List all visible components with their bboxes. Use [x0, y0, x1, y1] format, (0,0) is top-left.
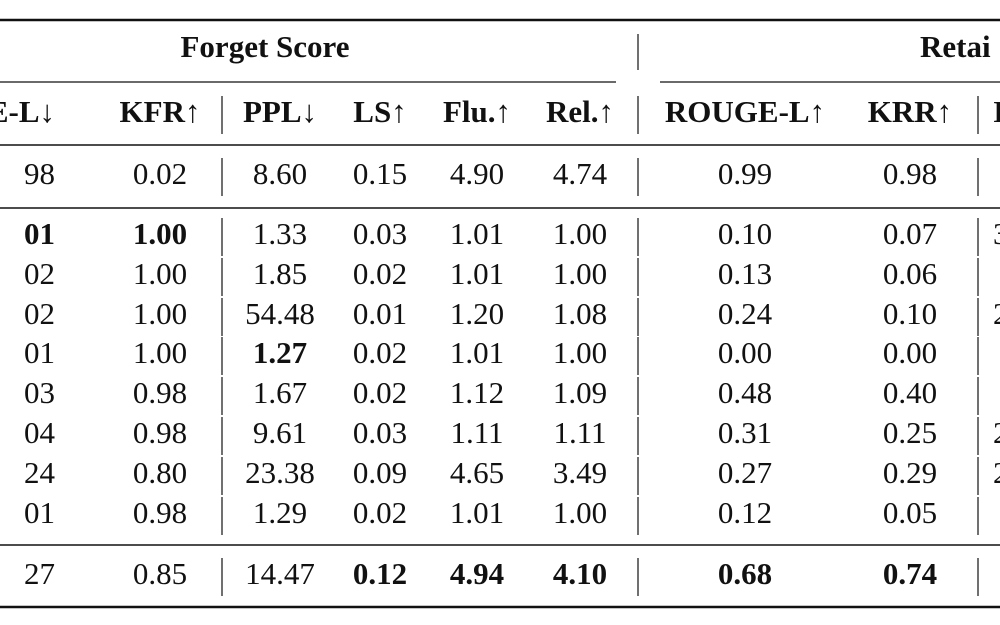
- cell: 0.02: [353, 335, 407, 370]
- cell: 0.98: [133, 495, 187, 530]
- cell: 03: [24, 375, 55, 410]
- cell: 0.24: [718, 296, 773, 331]
- cell: 0.00: [718, 335, 772, 370]
- cell: 0.12: [353, 556, 407, 591]
- cell: 1.08: [553, 296, 607, 331]
- cell: 9.61: [253, 415, 307, 450]
- cell: 8.60: [253, 156, 307, 191]
- cell: 0.13: [718, 256, 772, 291]
- cell: 0.25: [883, 415, 937, 450]
- cell: 1.00: [133, 335, 187, 370]
- cell: 1.01: [450, 216, 504, 251]
- group-header: Forget Score: [181, 29, 350, 64]
- group-header: Retai: [920, 29, 991, 64]
- cell: 02: [24, 256, 55, 291]
- cell: 04: [24, 415, 56, 450]
- column-header: Flu.↑: [443, 94, 511, 129]
- cell: 1.85: [253, 256, 307, 291]
- cell: 54.48: [245, 296, 315, 331]
- cell: 23.38: [245, 455, 315, 490]
- cell: 0.40: [883, 375, 937, 410]
- cell: 1.29: [253, 495, 307, 530]
- cell: 1.01: [450, 495, 504, 530]
- column-header: ROUGE-L↑: [665, 94, 825, 129]
- cell: 1.11: [553, 415, 606, 450]
- cell: 0.85: [133, 556, 187, 591]
- cell: 01: [24, 495, 55, 530]
- cell: 0.29: [883, 455, 937, 490]
- cell: 1.20: [450, 296, 504, 331]
- cell: 27: [24, 556, 55, 591]
- cell: 1.00: [553, 216, 607, 251]
- cell: 0.10: [718, 216, 772, 251]
- cell: 1.11: [450, 415, 503, 450]
- cell: 4.65: [450, 455, 504, 490]
- cell: 01: [24, 216, 55, 251]
- cell: 2: [993, 455, 1000, 490]
- column-header: LS↑: [353, 94, 406, 129]
- cell: 1.00: [133, 216, 187, 251]
- cell: 24: [24, 455, 56, 490]
- cell: 0.12: [718, 495, 772, 530]
- cell: 1.12: [450, 375, 504, 410]
- cell: 1.33: [253, 216, 307, 251]
- cell: 1.00: [133, 256, 187, 291]
- column-header: KFR↑: [120, 94, 201, 129]
- column-header: Rel.↑: [546, 94, 614, 129]
- column-header: GE-L↓: [0, 94, 55, 129]
- cell: 98: [24, 156, 55, 191]
- cell: 4.94: [450, 556, 504, 591]
- cell: 14.47: [245, 556, 315, 591]
- cell: 1.09: [553, 375, 607, 410]
- cell: 0.68: [718, 556, 772, 591]
- cell: 2: [993, 415, 1000, 450]
- cell: 3.49: [553, 455, 607, 490]
- cell: 4.74: [553, 156, 608, 191]
- cell: 0.48: [718, 375, 772, 410]
- column-header: PPL↓: [243, 94, 317, 129]
- cell: 1.01: [450, 335, 504, 370]
- cell: 1.00: [553, 335, 607, 370]
- cell: 0.15: [353, 156, 407, 191]
- cell: 0.02: [133, 156, 187, 191]
- cell: 0.03: [353, 216, 407, 251]
- cell: 1.01: [450, 256, 504, 291]
- cell: 0.02: [353, 375, 407, 410]
- column-header: KRR↑: [868, 94, 952, 129]
- cell: 0.01: [353, 296, 407, 331]
- column-header: I: [993, 94, 1000, 129]
- cell: 0.98: [883, 156, 937, 191]
- cell: 1.00: [553, 256, 607, 291]
- cell: 0.07: [883, 216, 937, 251]
- cell: 0.02: [353, 495, 407, 530]
- cell: 0.06: [883, 256, 937, 291]
- cell: 01: [24, 335, 55, 370]
- cell: 0.98: [133, 375, 187, 410]
- cell: 4.10: [553, 556, 607, 591]
- cell: 02: [24, 296, 55, 331]
- cell: 0.10: [883, 296, 937, 331]
- cell: 1.27: [253, 335, 307, 370]
- cell: 0.05: [883, 495, 937, 530]
- cell: 0.80: [133, 455, 187, 490]
- cell: 1.00: [553, 495, 607, 530]
- cell: 0.74: [883, 556, 937, 591]
- cell: 0.27: [718, 455, 772, 490]
- cell: 1.67: [253, 375, 307, 410]
- cell: 3: [993, 216, 1000, 251]
- cell: 0.98: [133, 415, 187, 450]
- cell: 0.99: [718, 156, 772, 191]
- cell: 0.00: [883, 335, 937, 370]
- cell: 0.31: [718, 415, 772, 450]
- cell: 0.09: [353, 455, 407, 490]
- cell: 0.03: [353, 415, 407, 450]
- cell: 1.00: [133, 296, 187, 331]
- cell: 2: [993, 296, 1000, 331]
- cell: 0.02: [353, 256, 407, 291]
- cell: 4.90: [450, 156, 504, 191]
